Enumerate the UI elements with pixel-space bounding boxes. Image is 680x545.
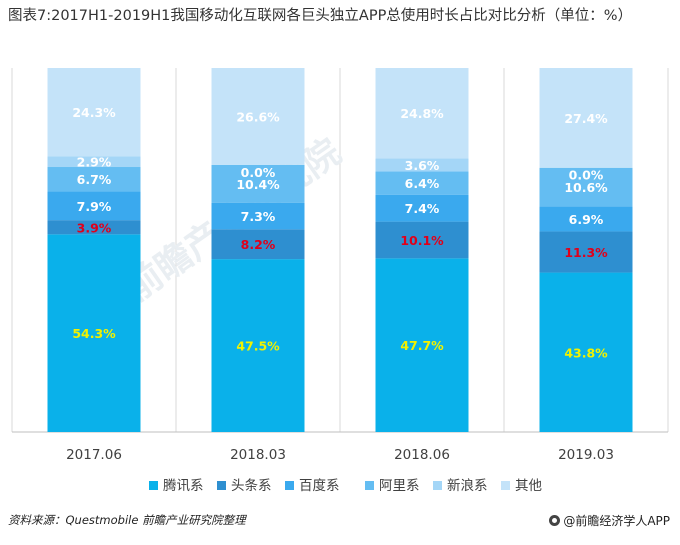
bar-segment	[539, 68, 633, 168]
chart-title: 图表7:2017H1-2019H1我国移动化互联网各巨头独立APP总使用时长占比…	[8, 8, 633, 24]
bar-segment	[47, 191, 141, 221]
bar-segment	[375, 171, 469, 195]
legend-swatch	[365, 481, 374, 490]
bar-segment	[47, 234, 141, 432]
data-label: 11.3%	[564, 245, 608, 260]
data-label: 54.3%	[72, 326, 116, 341]
data-label: 24.3%	[72, 105, 116, 120]
data-label: 26.6%	[236, 109, 280, 124]
brand-logo-icon	[549, 515, 561, 526]
legend-label: 新浪系	[447, 478, 488, 494]
bar-segment	[375, 258, 469, 432]
bar-segment	[211, 229, 305, 260]
data-label: 3.9%	[77, 220, 112, 235]
legend-label: 头条系	[231, 477, 272, 494]
legend-swatch	[217, 481, 226, 490]
bar-segment	[211, 202, 305, 230]
data-label: 6.7%	[77, 172, 112, 187]
data-label: 7.4%	[405, 201, 440, 216]
legend-label: 百度系	[299, 478, 340, 494]
brand-credit: @前瞻经济学人APP	[549, 512, 670, 529]
source-note: 资料来源：Questmobile 前瞻产业研究院整理	[8, 513, 246, 527]
legend-label: 其他	[515, 478, 542, 494]
bar-segment	[47, 220, 141, 235]
data-label: 8.2%	[241, 237, 276, 252]
data-label: 47.5%	[236, 339, 280, 354]
bar-segment	[211, 259, 305, 432]
legend-swatch	[285, 481, 294, 490]
x-tick-label: 2019.03	[558, 447, 614, 463]
data-label: 6.4%	[405, 176, 440, 191]
bar-segment	[375, 194, 469, 222]
data-label: 0.0%	[241, 165, 276, 180]
bar-segment	[539, 272, 633, 432]
x-tick-label: 2017.06	[66, 447, 122, 463]
data-label: 10.1%	[400, 233, 444, 248]
bar-segment	[211, 164, 305, 203]
bar-segment	[375, 221, 469, 259]
data-label: 10.4%	[236, 177, 280, 192]
bar-segment	[539, 206, 633, 232]
legend-label: 阿里系	[379, 478, 420, 494]
bar-segment	[211, 68, 305, 165]
legend-swatch	[501, 481, 510, 490]
legend-swatch	[149, 481, 158, 490]
data-label: 47.7%	[400, 338, 444, 353]
bar-segment	[375, 68, 469, 159]
data-label: 43.8%	[564, 345, 608, 360]
data-label: 27.4%	[564, 111, 608, 126]
data-label: 7.9%	[77, 199, 112, 214]
bar-segment	[47, 156, 141, 168]
x-tick-label: 2018.06	[394, 447, 450, 463]
brand-text: @前瞻经济学人APP	[563, 514, 670, 528]
data-label: 7.3%	[241, 209, 276, 224]
bar-segment	[375, 158, 469, 172]
bar-segment	[47, 68, 141, 157]
bar-segment	[47, 167, 141, 192]
data-label: 6.9%	[569, 212, 604, 227]
bar-segment	[539, 231, 633, 273]
data-label: 10.6%	[564, 180, 608, 195]
legend-label: 腾讯系	[163, 477, 204, 494]
bar-segment	[539, 167, 633, 207]
x-tick-label: 2018.03	[230, 447, 286, 463]
data-label: 24.8%	[400, 106, 444, 121]
legend-swatch	[433, 481, 442, 490]
data-label: 2.9%	[77, 155, 112, 170]
data-label: 0.0%	[569, 168, 604, 183]
data-label: 3.6%	[405, 158, 440, 173]
